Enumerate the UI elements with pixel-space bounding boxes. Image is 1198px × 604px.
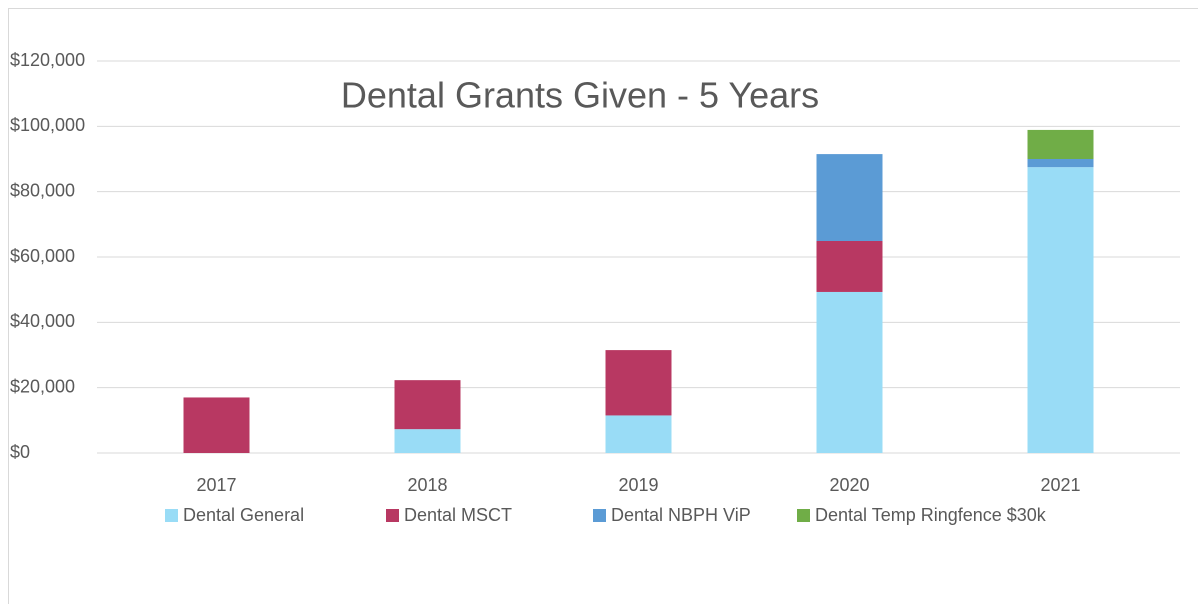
y-tick-label: $120,000 [10,50,85,70]
y-tick-label: $100,000 [10,115,85,135]
bar-segment [816,291,883,453]
x-tick-label: 2019 [618,475,658,495]
legend-label: Dental MSCT [404,505,512,525]
chart-border [8,8,1198,604]
legend-swatch [386,509,399,522]
y-tick-label: $40,000 [10,311,75,331]
bar-segment [1027,159,1094,168]
y-tick-label: $80,000 [10,180,75,200]
chart-title: Dental Grants Given - 5 Years [341,75,819,116]
bar-segment [1027,167,1094,453]
bar-segment [816,154,883,241]
legend-swatch [165,509,178,522]
x-tick-label: 2020 [829,475,869,495]
x-tick-label: 2018 [407,475,447,495]
y-tick-label: $20,000 [10,376,75,396]
x-tick-label: 2021 [1040,475,1080,495]
bar-segment [1027,129,1094,159]
legend-label: Dental NBPH ViP [611,505,751,525]
bar-segment [394,429,461,453]
legend-label: Dental Temp Ringfence $30k [815,505,1047,525]
bar-segment [816,240,883,292]
bar-segment [605,415,672,453]
legend-swatch [797,509,810,522]
bar-segment [394,380,461,430]
legend-swatch [593,509,606,522]
y-tick-label: $60,000 [10,246,75,266]
y-tick-label: $0 [10,442,30,462]
legend-label: Dental General [183,505,304,525]
x-tick-label: 2017 [196,475,236,495]
bar-segment [183,397,250,453]
bar-segment [605,350,672,416]
